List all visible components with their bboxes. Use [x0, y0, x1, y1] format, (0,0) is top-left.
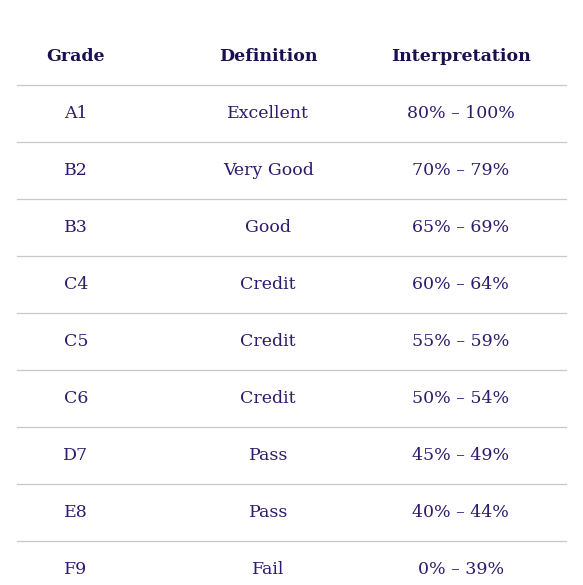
Text: 40% – 44%: 40% – 44%	[412, 504, 509, 521]
Text: Credit: Credit	[240, 276, 296, 293]
Text: B3: B3	[64, 219, 87, 236]
Text: A1: A1	[64, 105, 87, 122]
Text: Interpretation: Interpretation	[391, 48, 531, 65]
Text: C5: C5	[64, 333, 88, 350]
Text: Very Good: Very Good	[223, 162, 314, 179]
Text: E8: E8	[64, 504, 87, 521]
Text: Fail: Fail	[252, 561, 285, 578]
Text: F9: F9	[64, 561, 87, 578]
Text: Credit: Credit	[240, 390, 296, 407]
Text: 0% – 39%: 0% – 39%	[417, 561, 504, 578]
Text: Definition: Definition	[219, 48, 317, 65]
Text: 50% – 54%: 50% – 54%	[412, 390, 509, 407]
Text: 80% – 100%: 80% – 100%	[406, 105, 515, 122]
Text: Good: Good	[245, 219, 291, 236]
Text: Pass: Pass	[248, 447, 288, 464]
Text: Excellent: Excellent	[227, 105, 309, 122]
Text: 65% – 69%: 65% – 69%	[412, 219, 509, 236]
Text: 70% – 79%: 70% – 79%	[412, 162, 509, 179]
Text: Grade: Grade	[47, 48, 105, 65]
Text: Pass: Pass	[248, 504, 288, 521]
Text: B2: B2	[64, 162, 87, 179]
Text: C6: C6	[64, 390, 88, 407]
Text: 55% – 59%: 55% – 59%	[412, 333, 510, 350]
Text: D7: D7	[63, 447, 89, 464]
Text: 45% – 49%: 45% – 49%	[412, 447, 509, 464]
Text: 60% – 64%: 60% – 64%	[412, 276, 509, 293]
Text: Credit: Credit	[240, 333, 296, 350]
Text: C4: C4	[64, 276, 88, 293]
